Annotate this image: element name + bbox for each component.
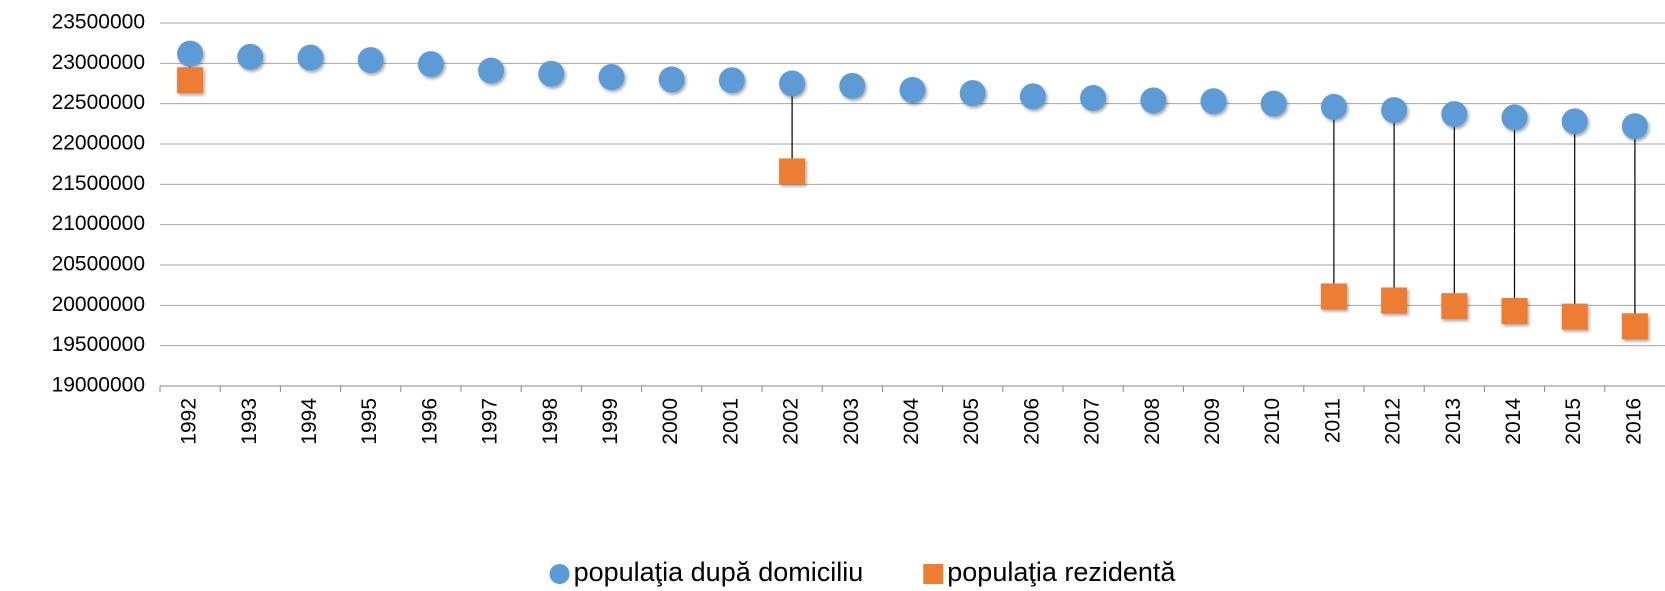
x-tick-label: 1998 <box>539 398 562 445</box>
x-tick-label: 2013 <box>1442 398 1465 445</box>
x-tick-label: 1993 <box>238 398 261 445</box>
marker <box>1019 83 1046 110</box>
marker <box>718 67 745 94</box>
marker <box>1621 113 1648 140</box>
marker <box>899 76 926 103</box>
marker <box>779 70 806 97</box>
x-tick-label: 2012 <box>1382 398 1405 445</box>
y-tick-label: 22000000 <box>52 132 145 155</box>
y-tick-label: 20500000 <box>52 253 145 276</box>
marker <box>1320 93 1347 120</box>
marker <box>417 51 444 78</box>
marker <box>1200 88 1227 115</box>
marker <box>1561 303 1588 330</box>
x-tick-label: 1996 <box>418 398 441 445</box>
y-tick-label: 21500000 <box>52 172 145 195</box>
marker <box>1260 90 1287 117</box>
x-tick-label: 1992 <box>178 398 201 445</box>
marker <box>1621 313 1648 340</box>
marker <box>1080 85 1107 112</box>
x-tick-label: 2010 <box>1261 398 1284 445</box>
marker <box>1501 104 1528 131</box>
marker <box>177 40 204 67</box>
x-tick-label: 1995 <box>358 398 381 445</box>
marker <box>1381 97 1408 124</box>
legend-marker <box>923 564 944 584</box>
marker <box>357 47 384 74</box>
legend: populaţia după domiciliu populaţia rezide… <box>549 557 1176 587</box>
x-tick-label: 1994 <box>298 398 321 445</box>
marker <box>237 43 264 70</box>
x-tick-label: 2004 <box>900 398 923 445</box>
x-tick-label: 2003 <box>840 398 863 445</box>
x-tick-label: 2014 <box>1502 398 1525 445</box>
x-tick-label: 2006 <box>1020 398 1043 445</box>
y-tick-label: 19000000 <box>52 374 145 397</box>
marker <box>478 57 505 84</box>
x-tick-label: 2005 <box>960 398 983 445</box>
y-tick-label: 19500000 <box>52 333 145 356</box>
marker <box>658 66 685 93</box>
x-tick-label: 2009 <box>1201 398 1224 445</box>
x-tick-label: 2016 <box>1622 398 1645 445</box>
marker <box>538 60 565 87</box>
legend-label: populaţia după domiciliu <box>574 557 864 587</box>
y-tick-label: 22500000 <box>52 91 145 114</box>
marker <box>839 72 866 99</box>
marker <box>177 67 204 94</box>
marker <box>297 44 324 71</box>
y-tick-label: 21000000 <box>52 212 145 235</box>
y-tick-label: 23000000 <box>52 51 145 74</box>
x-tick-label: 2000 <box>659 398 682 445</box>
marker <box>959 80 986 107</box>
marker <box>1381 287 1408 314</box>
marker <box>779 158 806 185</box>
marker <box>1501 297 1528 324</box>
legend-label: populaţia rezidentă <box>947 557 1176 587</box>
marker <box>1140 87 1167 114</box>
marker <box>598 64 625 91</box>
marker <box>1441 101 1468 128</box>
x-tick-label: 2001 <box>719 398 742 445</box>
legend-marker <box>549 564 570 584</box>
x-tick-label: 1997 <box>479 398 502 445</box>
y-tick-label: 23500000 <box>52 11 145 34</box>
x-tick-label: 2011 <box>1321 398 1344 443</box>
marker <box>1320 283 1347 310</box>
marker <box>1561 108 1588 135</box>
x-tick-label: 2015 <box>1562 398 1585 445</box>
marker <box>1441 293 1468 320</box>
x-tick-label: 2008 <box>1141 398 1164 445</box>
x-tick-label: 2007 <box>1081 398 1104 445</box>
y-tick-label: 20000000 <box>52 293 145 316</box>
x-tick-label: 1999 <box>599 398 622 445</box>
x-tick-label: 2002 <box>780 398 803 445</box>
